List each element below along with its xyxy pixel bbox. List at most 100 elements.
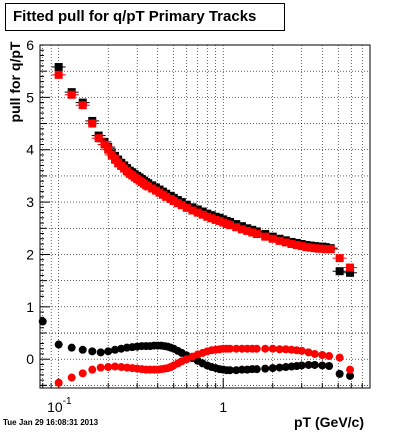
- x-tick-label: 1: [219, 399, 227, 415]
- data-point: [261, 344, 270, 353]
- data-point: [226, 366, 235, 375]
- data-point: [346, 263, 355, 272]
- data-point: [261, 232, 270, 241]
- data-point: [318, 361, 327, 370]
- y-tick-label: 5: [26, 89, 34, 105]
- data-point: [281, 363, 290, 372]
- data-point: [198, 210, 207, 219]
- data-point: [96, 363, 105, 372]
- data-point: [302, 243, 311, 252]
- series-4: [54, 344, 355, 387]
- y-tick-label: 4: [26, 142, 34, 158]
- data-point: [193, 208, 202, 217]
- data-point: [104, 145, 113, 154]
- data-point: [67, 343, 76, 352]
- data-point: [78, 369, 87, 378]
- series-3: [38, 317, 355, 380]
- data-point: [325, 362, 334, 371]
- data-point: [346, 371, 355, 380]
- data-marks: [38, 62, 358, 387]
- data-point: [88, 119, 97, 128]
- data-point: [226, 221, 235, 230]
- data-point: [304, 360, 313, 369]
- data-point: [292, 241, 301, 250]
- x-axis-label: pT (GeV/c): [294, 414, 364, 430]
- data-point: [88, 365, 97, 374]
- data-point: [248, 228, 257, 237]
- x-tick-label: 10: [47, 399, 63, 415]
- data-point: [335, 353, 344, 362]
- data-point: [54, 70, 63, 79]
- y-tick-label: 0: [26, 351, 34, 367]
- data-point: [100, 140, 109, 149]
- data-point: [275, 236, 284, 245]
- data-point: [287, 239, 296, 248]
- data-point: [67, 90, 76, 99]
- data-point: [335, 267, 344, 276]
- data-point: [177, 201, 186, 210]
- data-point: [232, 366, 241, 375]
- data-point: [38, 317, 47, 326]
- data-point: [281, 345, 290, 354]
- data-point: [226, 344, 235, 353]
- data-point: [111, 345, 120, 354]
- series-2: [51, 70, 358, 272]
- data-point: [78, 345, 87, 354]
- data-point: [232, 223, 241, 232]
- data-point: [94, 134, 103, 143]
- data-point: [111, 155, 120, 164]
- data-point: [162, 192, 171, 201]
- data-point: [268, 234, 277, 243]
- data-point: [104, 347, 113, 356]
- data-point: [237, 225, 246, 234]
- y-tick-label: 6: [26, 37, 34, 53]
- x-tick-exponent: -1: [63, 396, 72, 407]
- data-point: [117, 363, 126, 372]
- data-point: [243, 226, 252, 235]
- data-point: [268, 364, 277, 373]
- title-box: Fitted pull for q/pT Primary Tracks: [5, 3, 285, 31]
- data-point: [335, 254, 344, 263]
- data-point: [107, 150, 116, 159]
- data-point: [232, 344, 241, 353]
- data-point: [275, 363, 284, 372]
- data-point: [207, 214, 216, 223]
- data-point: [326, 245, 335, 254]
- y-tick-label: 2: [26, 246, 34, 262]
- data-point: [304, 348, 313, 357]
- data-point: [96, 348, 105, 357]
- data-point: [346, 268, 355, 277]
- data-point: [310, 360, 319, 369]
- axes: 0 1 2 3 4 5 6 10 -1 1: [26, 37, 363, 415]
- data-point: [268, 344, 277, 353]
- data-point: [261, 364, 270, 373]
- data-point: [252, 344, 261, 353]
- data-point: [297, 242, 306, 251]
- data-point: [54, 340, 63, 349]
- data-point: [78, 101, 87, 110]
- data-point: [310, 349, 319, 358]
- data-point: [318, 351, 327, 360]
- data-point: [346, 365, 355, 374]
- grid-lines: [40, 45, 370, 388]
- data-point: [104, 363, 113, 372]
- data-point: [252, 365, 261, 374]
- y-tick-label: 1: [26, 299, 34, 315]
- data-point: [54, 378, 63, 387]
- data-point: [88, 347, 97, 356]
- data-point: [252, 230, 261, 239]
- data-point: [325, 352, 334, 361]
- data-point: [335, 369, 344, 378]
- chart-title: Fitted pull for q/pT Primary Tracks: [13, 8, 257, 25]
- data-point: [169, 197, 178, 206]
- data-point: [203, 212, 212, 221]
- data-point: [54, 62, 63, 71]
- data-point: [182, 203, 191, 212]
- data-point: [281, 238, 290, 247]
- plot-frame: [39, 44, 371, 389]
- data-point: [111, 362, 120, 371]
- data-point: [306, 243, 315, 252]
- y-axis-label: pull for q/pT: [7, 41, 23, 122]
- data-point: [297, 346, 306, 355]
